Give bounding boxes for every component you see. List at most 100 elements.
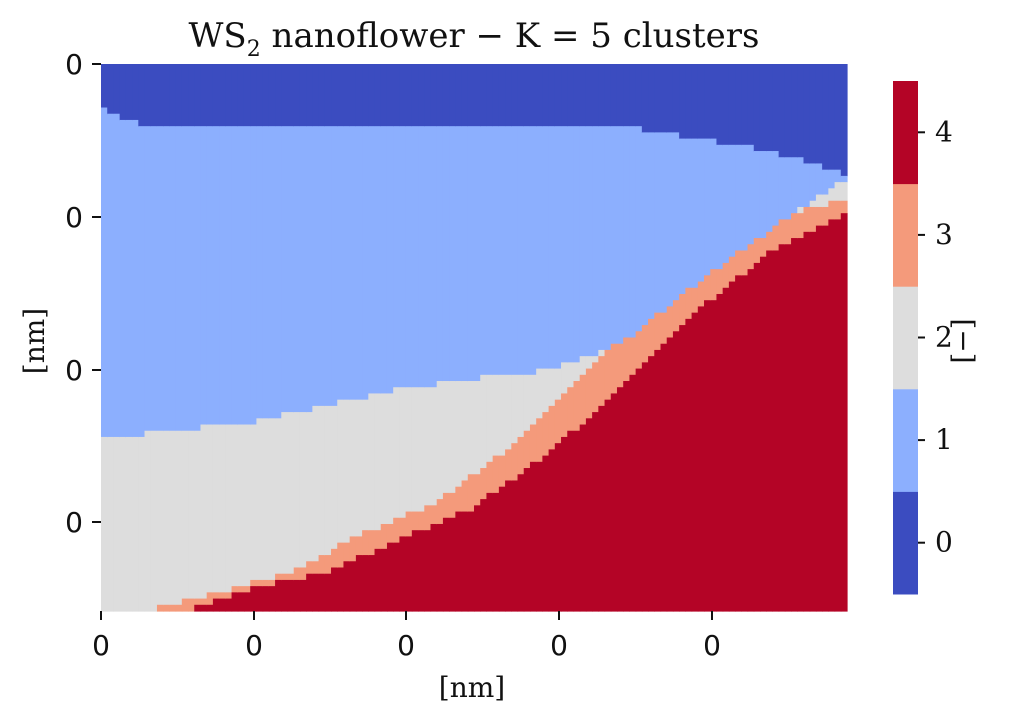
y-axis-label: [nm] <box>18 308 51 374</box>
heatmap-cell-cluster-0 <box>704 64 711 140</box>
heatmap-cell-cluster-4 <box>585 418 593 612</box>
heatmap-cell-cluster-0 <box>243 64 251 127</box>
heatmap-cell-cluster-2 <box>219 424 226 593</box>
heatmap-cell-cluster-0 <box>225 64 233 127</box>
heatmap-cell-cluster-0 <box>716 64 724 146</box>
heatmap-cell-cluster-4 <box>411 530 419 612</box>
heatmap-cell-cluster-4 <box>635 368 643 612</box>
heatmap-cell-cluster-3 <box>380 523 388 550</box>
heatmap-cell-cluster-4 <box>592 412 599 612</box>
heatmap-cell-cluster-4 <box>791 238 798 612</box>
heatmap-cell-cluster-0 <box>747 64 755 146</box>
heatmap-cell-cluster-1 <box>281 126 289 413</box>
heatmap-cell-cluster-3 <box>219 592 226 600</box>
heatmap-cell-cluster-1 <box>268 126 276 419</box>
colorbar-swatch-3 <box>893 183 918 287</box>
heatmap-cell-cluster-0 <box>467 64 475 127</box>
heatmap-cell-cluster-3 <box>759 238 767 258</box>
heatmap-cell-cluster-0 <box>399 64 407 127</box>
heatmap-cell-cluster-0 <box>405 64 413 127</box>
heatmap-cell-cluster-0 <box>648 64 655 133</box>
heatmap-cell-cluster-1 <box>778 157 786 220</box>
heatmap-cell-cluster-4 <box>840 213 848 612</box>
heatmap-cell-cluster-1 <box>579 126 587 357</box>
heatmap-cell-cluster-3 <box>281 573 289 581</box>
heatmap-cell-cluster-4 <box>691 312 699 612</box>
heatmap-cell-cluster-1 <box>188 126 195 432</box>
heatmap-cell-cluster-3 <box>442 492 450 519</box>
heatmap-cell-cluster-0 <box>722 64 730 146</box>
heatmap-cell-cluster-0 <box>436 64 444 127</box>
heatmap-cell-cluster-3 <box>331 548 338 569</box>
heatmap-cell-cluster-2 <box>542 368 550 413</box>
heatmap-cell-cluster-3 <box>324 555 332 575</box>
heatmap-cell-cluster-0 <box>181 64 189 127</box>
heatmap-cell-cluster-4 <box>679 325 686 612</box>
heatmap-cell-cluster-1 <box>641 132 649 326</box>
heatmap-cell-cluster-3 <box>455 486 463 513</box>
heatmap-cell-cluster-3 <box>169 604 177 612</box>
heatmap-cell-cluster-0 <box>474 64 481 127</box>
heatmap-cell-cluster-4 <box>759 256 767 612</box>
heatmap-cell-cluster-2 <box>815 194 823 208</box>
heatmap-cell-cluster-1 <box>704 138 711 276</box>
heatmap-cell-cluster-2 <box>436 381 444 500</box>
heatmap-cell-cluster-1 <box>169 126 177 432</box>
heatmap-cell-cluster-4 <box>393 542 400 612</box>
heatmap-cell-cluster-3 <box>623 337 631 382</box>
heatmap-cell-cluster-1 <box>132 119 139 438</box>
heatmap-cell-cluster-4 <box>722 287 730 612</box>
svg-text:WS2 nanoflower − K = 5 cluster: WS2 nanoflower − K = 5 clusters <box>188 16 759 62</box>
heatmap-cell-cluster-2 <box>287 412 295 575</box>
heatmap-cell-cluster-0 <box>666 64 674 133</box>
heatmap-cell-cluster-3 <box>741 250 749 276</box>
heatmap-cell-cluster-1 <box>623 126 631 339</box>
heatmap-cell-cluster-2 <box>430 387 438 506</box>
heatmap-cell-cluster-0 <box>107 64 115 115</box>
heatmap-cell-cluster-4 <box>803 231 811 612</box>
heatmap-cell-cluster-1 <box>312 126 320 407</box>
heatmap-cell-cluster-1 <box>318 126 326 407</box>
heatmap-cell-cluster-2 <box>548 368 556 407</box>
heatmap-cell-cluster-0 <box>449 64 456 127</box>
heatmap-cell-cluster-2 <box>368 393 376 531</box>
heatmap-cell-cluster-2 <box>306 412 313 562</box>
heatmap-cell-cluster-1 <box>660 132 668 314</box>
heatmap-cell-cluster-3 <box>554 399 562 444</box>
heatmap-cell-cluster-2 <box>498 374 506 457</box>
heatmap-cell-cluster-3 <box>225 592 233 600</box>
heatmap-cell-cluster-4 <box>256 586 264 612</box>
heatmap-cell-cluster-2 <box>107 436 115 612</box>
heatmap-cell-cluster-4 <box>784 244 792 612</box>
heatmap-cell-cluster-2 <box>399 387 407 519</box>
heatmap-cell-cluster-2 <box>225 424 233 593</box>
heatmap-cell-cluster-4 <box>517 474 525 612</box>
heatmap-cell-cluster-3 <box>430 505 438 525</box>
x-tick-label: 0 <box>550 629 568 662</box>
heatmap-cell-cluster-2 <box>411 387 419 513</box>
heatmap-cell-cluster-2 <box>331 405 338 550</box>
heatmap-cell-cluster-2 <box>362 399 369 531</box>
heatmap-cell-cluster-2 <box>523 374 531 432</box>
heatmap-cell-cluster-2 <box>281 412 289 575</box>
heatmap-cell-cluster-2 <box>405 387 413 513</box>
heatmap-cell-cluster-3 <box>424 505 432 531</box>
heatmap-cell-cluster-4 <box>641 362 649 612</box>
heatmap-cell-cluster-3 <box>212 592 220 600</box>
heatmap-cell-cluster-2 <box>324 405 332 556</box>
heatmap-cell-cluster-0 <box>268 64 276 127</box>
heatmap-cell-cluster-3 <box>604 349 612 401</box>
heatmap-cell-cluster-3 <box>262 579 270 587</box>
heatmap-cell-cluster-1 <box>492 126 500 376</box>
heatmap-cell-cluster-0 <box>840 64 848 177</box>
heatmap-cell-cluster-4 <box>418 530 425 612</box>
heatmap-cell-cluster-3 <box>399 517 407 538</box>
heatmap-cell-cluster-0 <box>169 64 177 127</box>
heatmap-cell-cluster-2 <box>380 393 388 525</box>
heatmap-cell-cluster-1 <box>337 126 345 401</box>
heatmap-cell-cluster-4 <box>380 548 388 612</box>
heatmap-cell-cluster-4 <box>511 480 519 612</box>
heatmap-cell-cluster-2 <box>386 393 394 525</box>
heatmap-cell-cluster-1 <box>175 126 183 432</box>
heatmap-cell-cluster-0 <box>144 64 152 127</box>
